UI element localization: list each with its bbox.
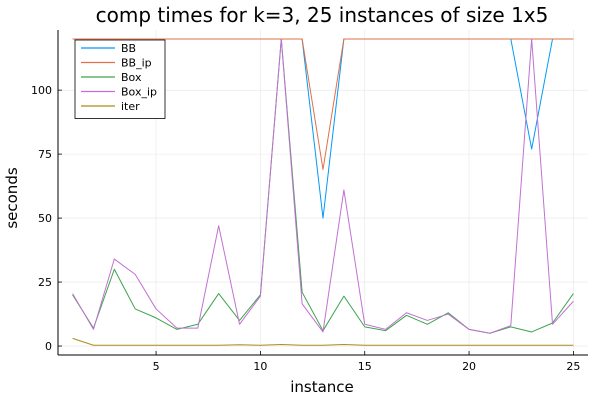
series-line-bb-ip xyxy=(72,38,574,170)
x-axis-label: instance xyxy=(290,378,354,396)
x-tick-label: 20 xyxy=(462,360,476,373)
x-tick-label: 15 xyxy=(358,360,372,373)
grid xyxy=(58,30,588,355)
legend-box xyxy=(74,39,166,119)
y-tick-label: 100 xyxy=(31,84,52,97)
legend-label: iter xyxy=(121,100,140,113)
x-tick-label: 25 xyxy=(566,360,580,373)
y-tick-label: 25 xyxy=(38,276,52,289)
series-line-box-ip xyxy=(72,38,574,334)
axes xyxy=(57,30,588,356)
legend-label: BB_ip xyxy=(121,57,152,70)
y-axis-label: seconds xyxy=(3,167,21,228)
tick-labels: 5 10 15 20 25 0 25 50 75 100 xyxy=(31,84,580,373)
legend-label: Box xyxy=(121,71,142,84)
x-tick-label: 5 xyxy=(153,360,160,373)
y-tick-label: 0 xyxy=(45,340,52,353)
series-line-iter xyxy=(72,337,574,346)
legend-label: Box_ip xyxy=(121,86,157,99)
y-tick-label: 75 xyxy=(38,148,52,161)
y-tick-label: 50 xyxy=(38,212,52,225)
legend-label: BB xyxy=(121,42,136,55)
x-tick-label: 10 xyxy=(253,360,267,373)
series-group xyxy=(72,38,574,346)
chart-title: comp times for k=3, 25 instances of size… xyxy=(96,3,549,27)
